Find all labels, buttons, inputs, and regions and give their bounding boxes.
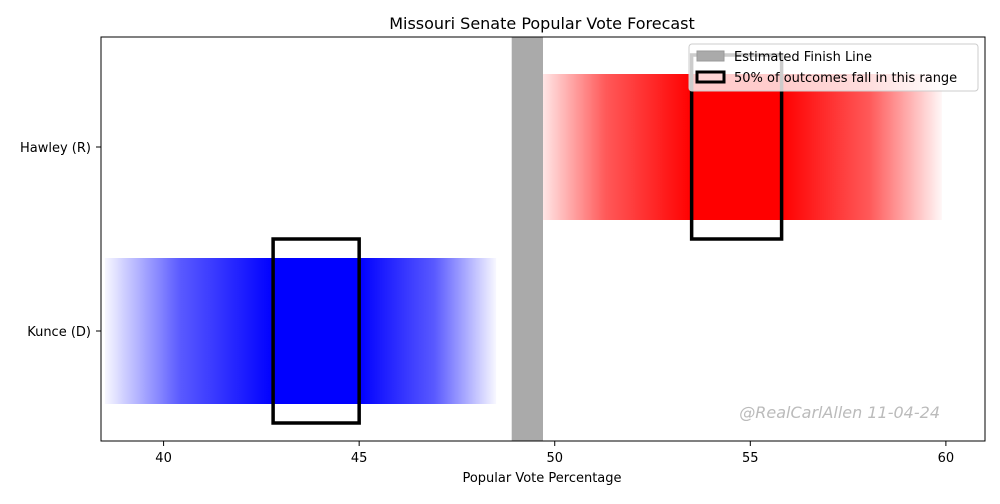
- x-tick-label: 55: [742, 451, 759, 466]
- x-tick-label: 45: [351, 451, 368, 466]
- legend-label-finish-line: Estimated Finish Line: [734, 50, 872, 65]
- x-tick-label: 50: [546, 451, 563, 466]
- axes: 40 45 50 55 60 Kunce (D) Hawley (R): [20, 36, 986, 466]
- legend-swatch-range: [695, 70, 726, 84]
- legend-swatch-finish-line: [696, 50, 725, 62]
- legend: Estimated Finish Line 50% of outcomes fa…: [688, 43, 979, 92]
- legend-label-range: 50% of outcomes fall in this range: [734, 71, 957, 86]
- y-tick-label: Hawley (R): [20, 141, 91, 156]
- chart-title: Missouri Senate Popular Vote Forecast: [389, 14, 695, 33]
- range-bar-kunce: [104, 258, 497, 404]
- watermark: @RealCarlAllen 11-04-24: [739, 403, 940, 422]
- axes-frame: [100, 36, 986, 442]
- x-tick-label: 60: [938, 451, 955, 466]
- y-tick-label: Kunce (D): [27, 325, 91, 340]
- x-axis-label: Popular Vote Percentage: [462, 471, 621, 486]
- legend-frame: [688, 43, 979, 92]
- range-bar-hawley: [535, 74, 942, 220]
- finish-line-band: [511, 37, 543, 441]
- plot-area: [101, 37, 985, 441]
- interquartile-box-kunce: [271, 237, 361, 425]
- x-tick-label: 40: [155, 451, 172, 466]
